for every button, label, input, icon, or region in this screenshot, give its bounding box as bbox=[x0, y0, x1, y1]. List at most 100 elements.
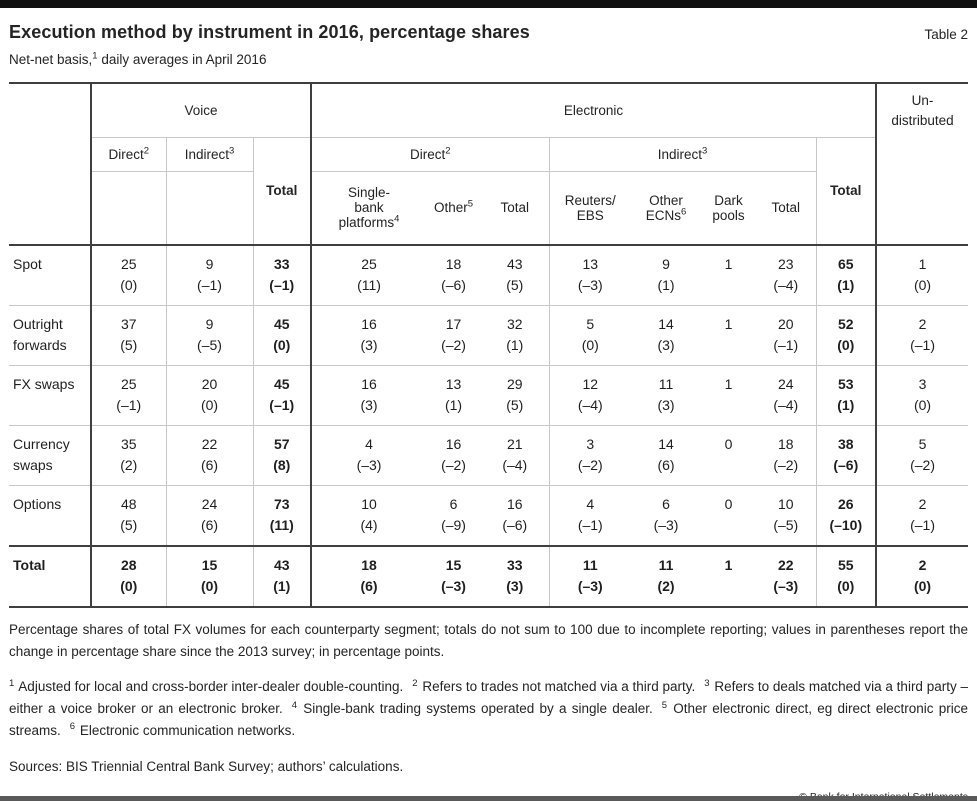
footnote-ref-icon: 3 bbox=[702, 145, 708, 156]
table-cell: 14 (3) bbox=[631, 305, 702, 366]
page-top-bar bbox=[0, 0, 977, 8]
table-cell: 6 (–9) bbox=[426, 485, 482, 546]
table-cell: 2 (–1) bbox=[875, 305, 969, 366]
table-row: Total 28 (0) 15 (0) 43 (1) 18 (6) 15 (–3) 33 (3) 11 (–… bbox=[9, 545, 969, 608]
footnote-marker: 3 bbox=[704, 677, 710, 689]
table-note: Percentage shares of total FX volumes fo… bbox=[9, 622, 968, 659]
footnote-text: Electronic communication networks. bbox=[76, 722, 296, 738]
table-row: Outright forwards 37 (5) 9 (–5) 45 (0) 16 (3) 17(… bbox=[9, 305, 969, 366]
header-group-row: Voice Electronic Un- distributed bbox=[9, 82, 969, 245]
table-cell: 16 (3) bbox=[310, 305, 427, 366]
footnote-marker: 6 bbox=[69, 721, 76, 733]
table-cell: 37 (5) bbox=[90, 305, 166, 366]
table-row: Currency swaps 35 (2) 22 (6) 57 (8) 4 (–3) 16 (–2)… bbox=[9, 425, 969, 486]
subtitle-text: Net-net basis, bbox=[9, 52, 93, 67]
table-cell: 45 (0) bbox=[252, 305, 312, 366]
table-cell: 2 (0) bbox=[875, 545, 969, 608]
title-row: Execution method by instrument in 2016, … bbox=[9, 22, 968, 43]
table-cell: 38 (–6) bbox=[815, 425, 877, 486]
table-cell: 16 (3) bbox=[310, 365, 427, 426]
table-cell: 14 (6) bbox=[631, 425, 702, 486]
table-cell: 4 (–1) bbox=[548, 485, 632, 546]
table-cell: 26 (–10) bbox=[815, 485, 877, 546]
table-cell: 24 (–4) bbox=[756, 365, 817, 426]
table-cell: 35 (2) bbox=[90, 425, 166, 486]
table-cell: 13 (–3) bbox=[548, 244, 632, 306]
page-subtitle: Net-net basis,1 daily averages in April … bbox=[9, 50, 968, 67]
table-row: FX swaps 25 (–1) 20 (0) 45 (–1) 16 (3) 13 (1) 29 (5)… bbox=[9, 365, 969, 426]
table-cell: 11 (3) bbox=[631, 365, 702, 426]
table-cell: 16 (–2) bbox=[426, 425, 482, 486]
table-cell: 9 (–1) bbox=[165, 244, 253, 306]
table-cell: 43 (5) bbox=[481, 244, 550, 306]
table-cell: 25 (0) bbox=[90, 244, 166, 306]
subtitle-footnote-marker: 1 bbox=[92, 50, 98, 62]
header-electronic: Electronic bbox=[310, 82, 877, 137]
header-other-direct: Other5 bbox=[426, 170, 482, 245]
table-cell: 3 (0) bbox=[875, 365, 969, 426]
footnote-text: Single-bank trading systems operated by … bbox=[298, 701, 653, 717]
header-empty-cell bbox=[90, 170, 166, 245]
footnote-ref-icon: 2 bbox=[445, 145, 451, 156]
footnote-ref-icon: 6 bbox=[681, 206, 687, 218]
table-body: Spot 25 (0) 9 (–1) 33 (–1) 25 (11) 18 (–6) 43 (5) 13(… bbox=[9, 244, 969, 608]
row-label: Total bbox=[9, 545, 91, 608]
subtitle-text-tail: daily averages in April 2016 bbox=[97, 52, 267, 67]
execution-method-table: Voice Electronic Un- distributed Direct2… bbox=[9, 82, 969, 608]
table-cell: 9 (–5) bbox=[165, 305, 253, 366]
table-cell: 4 (–3) bbox=[310, 425, 427, 486]
row-label: FX swaps bbox=[9, 365, 91, 426]
table-cell: 13 (1) bbox=[426, 365, 482, 426]
row-label: Outright forwards bbox=[9, 305, 91, 366]
table-cell: 20 (0) bbox=[165, 365, 253, 426]
table-cell: 12 (–4) bbox=[548, 365, 632, 426]
page-bottom-bar bbox=[0, 796, 977, 801]
row-label: Spot bbox=[9, 244, 91, 306]
row-label: Currency swaps bbox=[9, 425, 91, 486]
header-voice: Voice bbox=[89, 82, 312, 137]
footnote-ref-icon: 2 bbox=[143, 145, 150, 156]
table-number-label: Table 2 bbox=[924, 27, 968, 42]
sources-text: Sources: BIS Triennial Central Bank Surv… bbox=[9, 758, 404, 774]
table-cell: 25 (11) bbox=[310, 244, 427, 306]
table-cell: 6 (–3) bbox=[631, 485, 702, 546]
table-cell: 2 (–1) bbox=[875, 485, 969, 546]
header-direct-total: Total bbox=[481, 170, 550, 245]
footnote-marker: 2 bbox=[412, 677, 418, 689]
table-cell: 5 (0) bbox=[548, 305, 632, 366]
row-label: Options bbox=[9, 485, 91, 546]
page-title: Execution method by instrument in 2016, … bbox=[9, 22, 530, 42]
footnote-ref-icon: 3 bbox=[228, 145, 235, 156]
footnote-ref-icon: 4 bbox=[394, 213, 400, 225]
footnote-ref-icon: 5 bbox=[467, 198, 474, 210]
footnote-marker: 4 bbox=[291, 699, 297, 711]
header-sub-row: Direct2 Indirect3 Total Direct2 Indirect… bbox=[9, 136, 968, 245]
header-dark-pools: Dark pools bbox=[701, 170, 757, 245]
table-cell: 53 (1) bbox=[815, 365, 877, 426]
table-cell: 22 (–3) bbox=[756, 545, 817, 608]
table-cell: 57 (8) bbox=[252, 425, 312, 486]
header-voice-indirect: Indirect3 bbox=[165, 136, 253, 171]
table-cell: 11 (–3) bbox=[548, 545, 632, 608]
table-cell: 1 bbox=[701, 305, 757, 366]
table-cell: 45 (–1) bbox=[252, 365, 312, 426]
table-cell: 3 (–2) bbox=[548, 425, 632, 486]
header-elec-direct: Direct2 bbox=[310, 136, 550, 171]
table-cell: 1 (0) bbox=[875, 244, 969, 306]
table-cell: 0 bbox=[701, 425, 757, 486]
header-single-bank: Single- bank platforms4 bbox=[310, 170, 427, 245]
header-indirect-total: Total bbox=[756, 170, 817, 245]
table-cell: 48 (5) bbox=[90, 485, 166, 546]
table-cell: 18 (–2) bbox=[756, 425, 817, 486]
header-reuters-ebs: Reuters/ EBS bbox=[548, 170, 632, 245]
table-cell: 73 (11) bbox=[252, 485, 312, 546]
table-cell: 21 (–4) bbox=[481, 425, 550, 486]
table-cell: 23 (–4) bbox=[756, 244, 817, 306]
header-elec-total: Total bbox=[815, 136, 877, 245]
table-cell: 1 bbox=[701, 244, 757, 306]
table-cell: 18 (6) bbox=[310, 545, 427, 608]
header-other-ecns: Other ECNs6 bbox=[631, 170, 702, 245]
header-voice-total: Total bbox=[252, 136, 312, 245]
table-cell: 33 (3) bbox=[481, 545, 550, 608]
